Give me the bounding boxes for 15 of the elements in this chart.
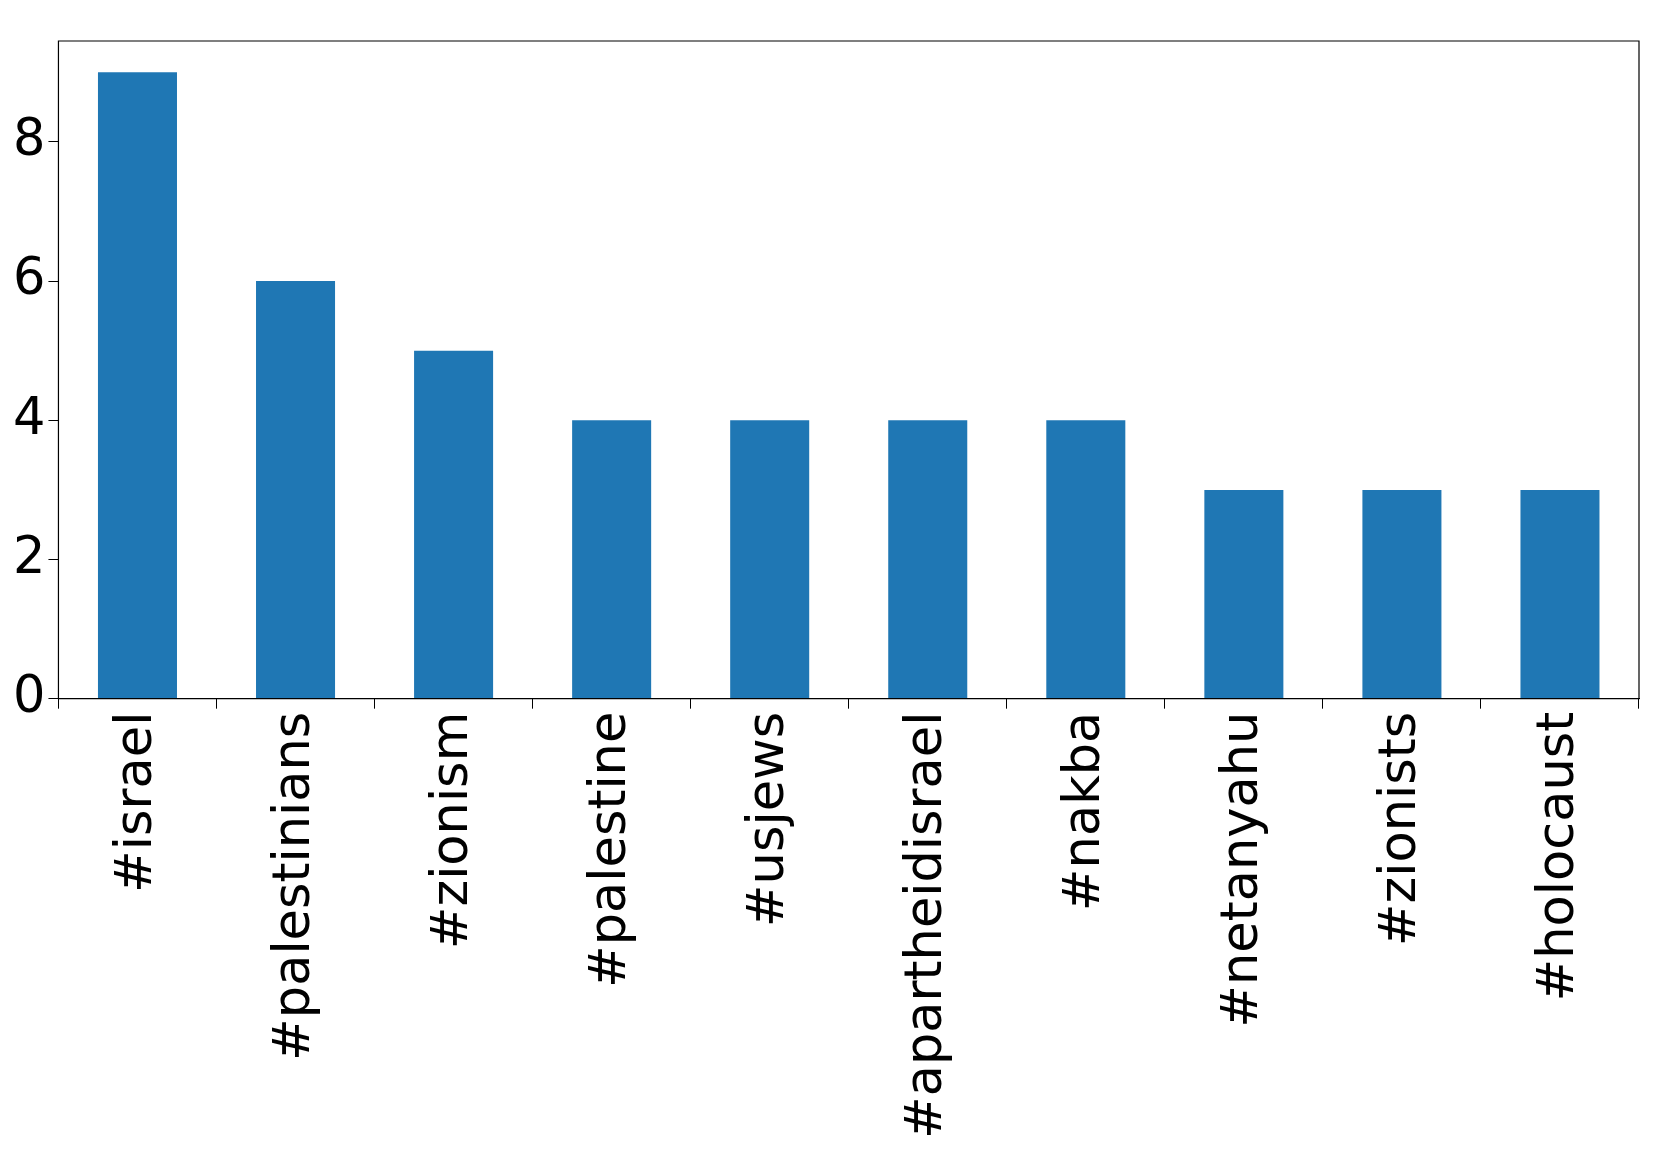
x-tick-label: #zionism	[419, 711, 479, 950]
y-tick-label: 4	[12, 386, 46, 446]
x-tick-label: #palestine	[577, 711, 637, 989]
x-tick-label: #nakba	[1052, 711, 1112, 912]
x-tick-label: #zionists	[1368, 711, 1428, 947]
x-tick-label: #apartheidisrael	[894, 711, 953, 1139]
x-tick-label: #usjews	[735, 711, 795, 928]
x-tick-label: #palestinians	[261, 711, 321, 1061]
y-tick-label: 8	[12, 108, 46, 168]
y-tick-label: 0	[12, 664, 46, 724]
y-tick-label: 2	[12, 525, 46, 585]
x-tick-label: #holocaust	[1526, 711, 1586, 1002]
x-tick-label: #israel	[103, 711, 163, 893]
y-tick-label: 6	[12, 247, 46, 307]
x-tick-label: #netanyahu	[1210, 711, 1270, 1028]
